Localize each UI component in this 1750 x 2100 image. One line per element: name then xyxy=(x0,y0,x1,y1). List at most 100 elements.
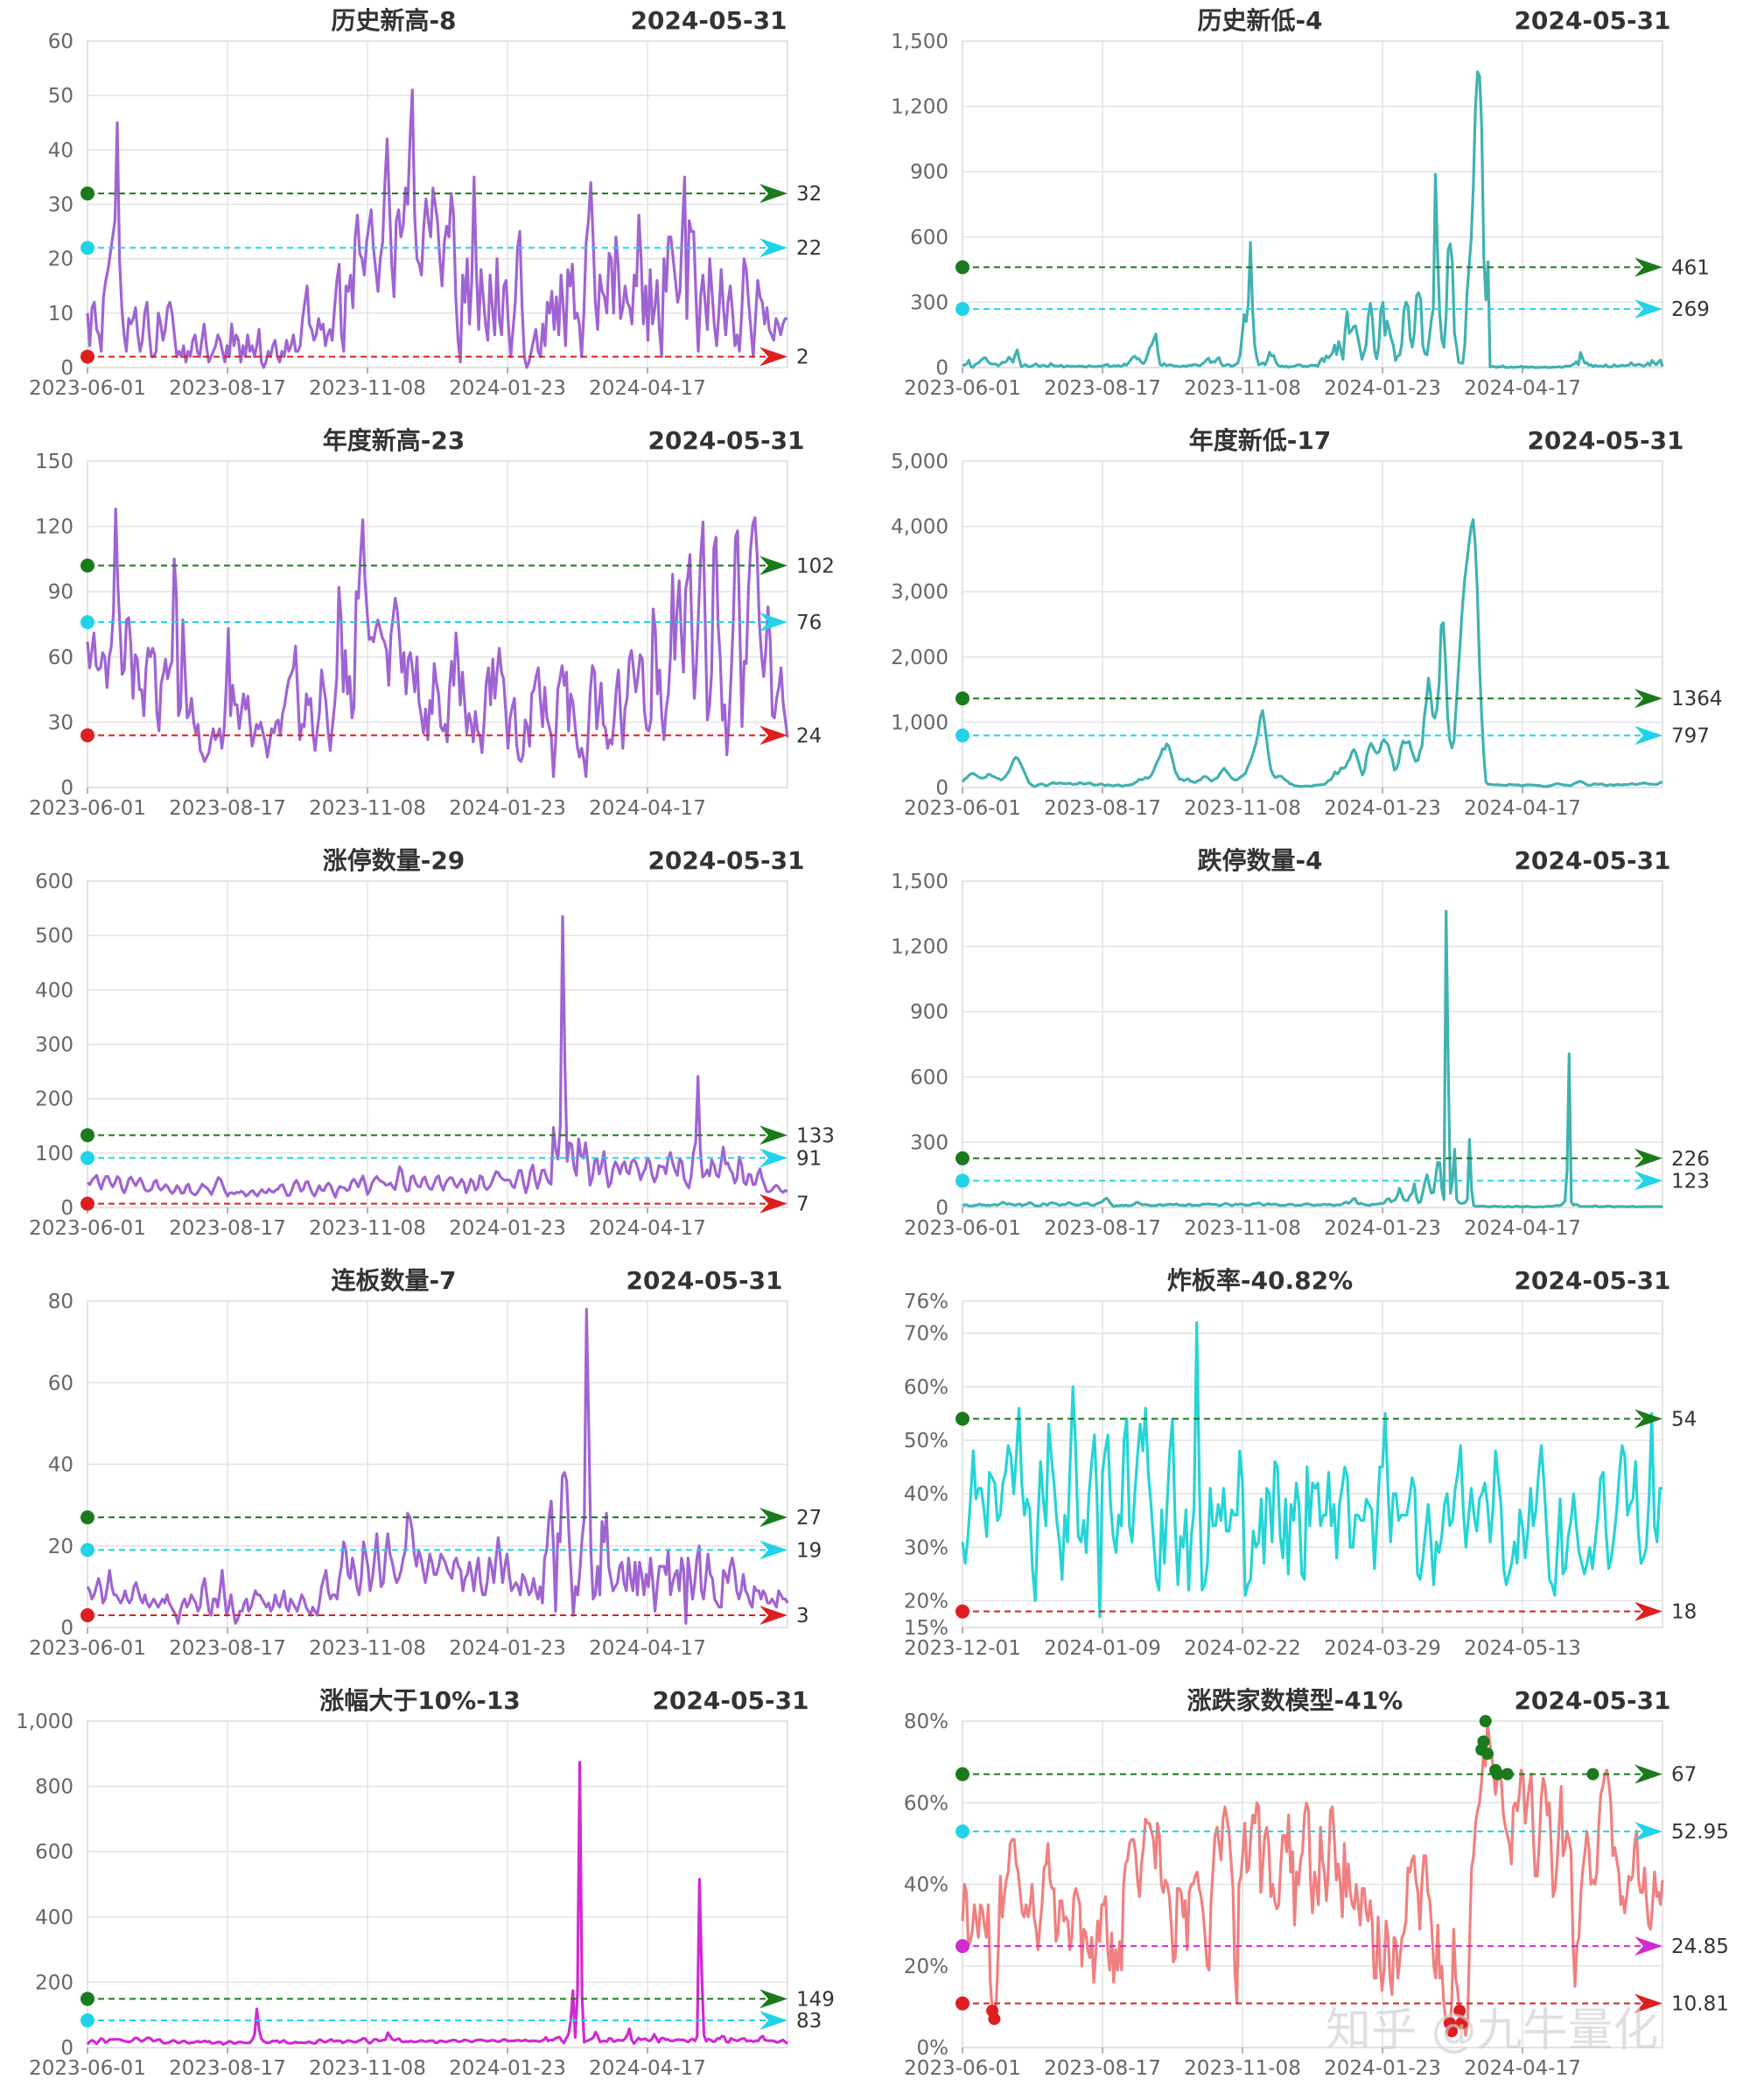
y-tick-label: 0 xyxy=(60,1197,74,1220)
chart-date: 2024-05-31 xyxy=(648,426,804,455)
reference-arrow xyxy=(1634,1409,1662,1429)
x-tick-label: 2024-04-17 xyxy=(589,2057,706,2080)
y-tick-label: 20 xyxy=(48,248,74,271)
reference-value-label: 226 xyxy=(1671,1148,1710,1171)
reference-start-dot xyxy=(956,1939,970,1954)
reference-value-label: 24 xyxy=(796,724,822,747)
highlight-point xyxy=(1586,1768,1600,1781)
x-tick-label: 2024-01-09 xyxy=(1044,1637,1161,1660)
highlight-point xyxy=(1453,2005,1466,2018)
x-tick-label: 2023-08-17 xyxy=(1044,377,1161,400)
y-tick-label: 50 xyxy=(48,85,74,108)
reference-arrow xyxy=(760,1194,788,1214)
reference-arrow xyxy=(760,1606,788,1626)
x-tick-label: 2024-04-17 xyxy=(589,377,706,400)
x-tick-label: 2024-01-23 xyxy=(449,1217,566,1240)
y-tick-label: 900 xyxy=(910,161,948,184)
x-tick-label: 2023-08-17 xyxy=(1044,2057,1161,2080)
chart-panel: 2023-06-01 2023-08-17 2023-11-08 2024-01-23… xyxy=(29,426,835,820)
reference-value-label: 91 xyxy=(796,1147,822,1170)
x-tick-label: 2023-06-01 xyxy=(29,797,146,820)
reference-start-dot xyxy=(80,1543,94,1558)
chart-panel: 2023-06-01 2023-08-17 2023-11-08 2024-01-23… xyxy=(29,1266,822,1660)
chart-title: 历史新高-8 xyxy=(331,6,456,35)
x-tick-label: 2024-04-17 xyxy=(1464,2057,1581,2080)
reference-arrow xyxy=(1634,257,1662,277)
x-tick-label: 2024-04-17 xyxy=(589,797,706,820)
x-tick-label: 2023-06-01 xyxy=(29,1637,146,1660)
reference-start-dot xyxy=(956,1411,970,1426)
x-tick-label: 2023-12-01 xyxy=(904,1637,1021,1660)
reference-start-dot xyxy=(956,1824,970,1839)
reference-start-dot xyxy=(956,1151,970,1166)
reference-value-label: 10.81 xyxy=(1671,1993,1729,2016)
x-tick-label: 2024-04-17 xyxy=(1464,377,1581,400)
reference-arrow xyxy=(1634,1148,1662,1168)
x-tick-label: 2023-08-17 xyxy=(169,1217,286,1240)
reference-start-dot xyxy=(80,186,94,201)
plot-frame xyxy=(962,1300,1663,1628)
reference-value-label: 54 xyxy=(1671,1409,1697,1432)
x-tick-label: 2023-06-01 xyxy=(904,1217,1021,1240)
y-tick-label: 400 xyxy=(35,1907,74,1929)
y-tick-label: 600 xyxy=(910,1067,948,1089)
x-tick-label: 2023-08-17 xyxy=(169,377,286,400)
y-tick-label: 0 xyxy=(60,357,74,380)
x-tick-label: 2023-08-17 xyxy=(1044,1217,1161,1240)
chart-panel: 2023-06-01 2023-08-17 2023-11-08 2024-01-23… xyxy=(16,1686,835,2080)
reference-value-label: 7 xyxy=(796,1194,809,1216)
chart-panel: 2023-06-01 2023-08-17 2023-11-08 2024-01-23… xyxy=(29,846,835,1240)
y-tick-label: 3,000 xyxy=(891,581,948,604)
reference-start-dot xyxy=(80,1510,94,1525)
reference-value-label: 2 xyxy=(796,346,809,369)
y-tick-label: 60% xyxy=(904,1376,948,1399)
series-line xyxy=(961,518,1663,788)
x-tick-label: 2023-11-08 xyxy=(309,377,426,400)
chart-title: 连板数量-7 xyxy=(331,1266,456,1295)
chart-title: 炸板率-40.82% xyxy=(1167,1266,1353,1295)
reference-value-label: 52.95 xyxy=(1671,1821,1729,1844)
plot-frame xyxy=(87,1720,788,2048)
reference-arrow xyxy=(1634,1936,1662,1956)
y-tick-label: 300 xyxy=(35,1034,74,1057)
reference-value-label: 269 xyxy=(1671,298,1710,321)
x-tick-label: 2023-08-17 xyxy=(169,1637,286,1660)
chart-date: 2024-05-31 xyxy=(1514,1266,1670,1295)
y-tick-label: 100 xyxy=(35,1143,74,1166)
series-line xyxy=(86,914,788,1199)
chart-panel: 2023-12-01 2024-01-09 2024-02-22 2024-03-29… xyxy=(904,1266,1697,1660)
y-tick-label: 200 xyxy=(35,1088,74,1111)
highlight-point xyxy=(1491,1768,1504,1781)
chart-date: 2024-05-31 xyxy=(630,6,787,35)
chart-title: 跌停数量-4 xyxy=(1197,846,1322,875)
y-tick-label: 0 xyxy=(935,1197,948,1220)
reference-start-dot xyxy=(80,241,94,256)
y-tick-label: 300 xyxy=(910,1131,948,1154)
reference-arrow xyxy=(760,612,788,633)
plot-frame xyxy=(962,460,1663,788)
series-line xyxy=(962,70,1664,369)
reference-value-label: 22 xyxy=(796,237,822,260)
reference-start-dot xyxy=(80,2013,94,2028)
reference-value-label: 133 xyxy=(796,1124,835,1147)
reference-value-label: 32 xyxy=(796,183,822,206)
reference-value-label: 461 xyxy=(1671,256,1710,279)
reference-arrow xyxy=(1634,725,1662,746)
x-tick-label: 2024-01-23 xyxy=(1324,1217,1441,1240)
x-tick-label: 2023-11-08 xyxy=(1184,1217,1301,1240)
reference-arrow xyxy=(760,1989,788,2009)
reference-start-dot xyxy=(80,615,94,630)
x-tick-label: 2024-04-17 xyxy=(1464,1217,1581,1240)
y-tick-label: 0 xyxy=(935,357,948,380)
y-tick-label: 1,200 xyxy=(891,936,948,959)
y-tick-label: 70% xyxy=(904,1323,948,1346)
y-tick-label: 1,500 xyxy=(891,31,948,53)
reference-start-dot xyxy=(956,691,970,706)
y-tick-label: 76% xyxy=(904,1291,948,1313)
chart-title: 年度新低-17 xyxy=(1189,426,1332,455)
x-tick-label: 2024-01-23 xyxy=(449,797,566,820)
y-tick-label: 60 xyxy=(48,31,74,53)
reference-arrow xyxy=(760,1508,788,1528)
plot-frame xyxy=(962,880,1663,1208)
